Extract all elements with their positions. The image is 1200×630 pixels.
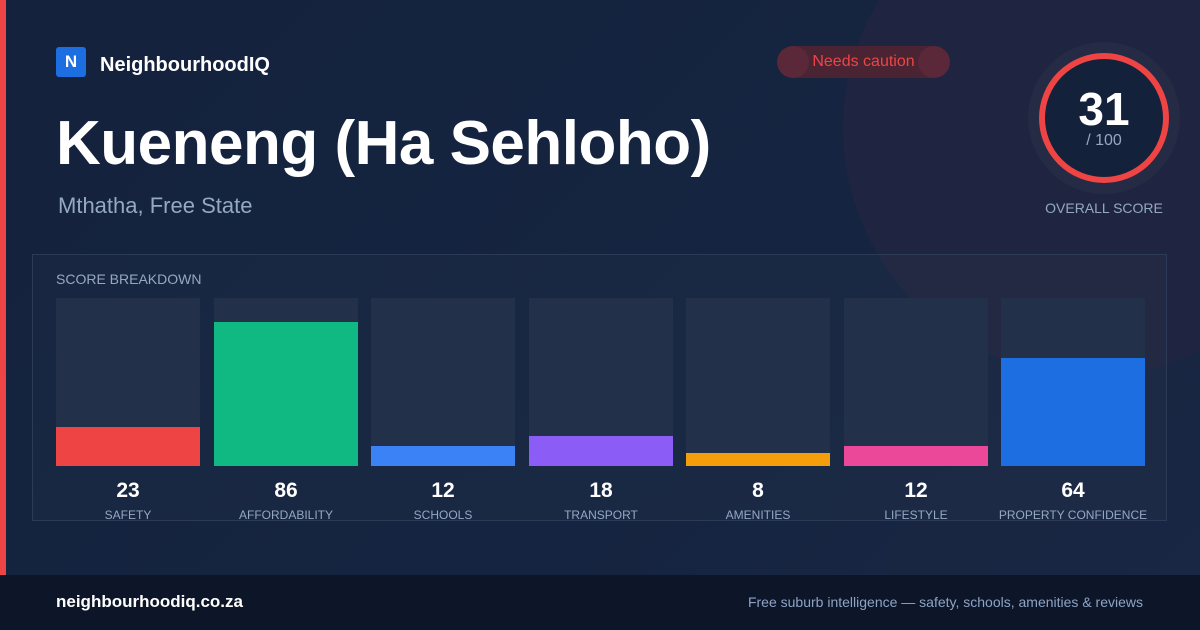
bar-value: 64 (1061, 479, 1085, 502)
bar-fill-property-confidence (1001, 358, 1145, 466)
bar-value: 8 (752, 479, 764, 502)
status-badge-label: Needs caution (812, 53, 915, 70)
bar-track-safety (56, 298, 200, 466)
bar-label: AMENITIES (725, 508, 791, 522)
page-title: Kueneng (Ha Sehloho) (56, 109, 711, 178)
bar-track-property-confidence (1001, 298, 1145, 466)
bar-track-lifestyle (844, 298, 988, 466)
brand-name: NeighbourhoodIQ (100, 54, 270, 76)
bar-value: 86 (274, 479, 298, 502)
bar-track-affordability (214, 298, 358, 466)
score-ring-arc (1039, 53, 1169, 183)
overall-score-max: / 100 (1086, 132, 1122, 149)
bar-track-amenities (686, 298, 830, 466)
score-breakdown-title: SCORE BREAKDOWN (56, 271, 202, 287)
brand-logo-icon: N (56, 46, 86, 77)
bar-track-schools (371, 298, 515, 466)
bar-fill-schools (371, 446, 515, 466)
badge-cap-left (777, 46, 809, 78)
bar-label: SAFETY (104, 508, 152, 522)
bar-label: TRANSPORT (564, 508, 638, 522)
overall-score-label: OVERALL SCORE (1045, 200, 1163, 216)
footer-tagline: Free suburb intelligence — safety, schoo… (747, 594, 1143, 610)
bar-label: PROPERTY CONFIDENCE (998, 508, 1148, 522)
bar-value: 23 (116, 479, 140, 502)
overall-score-ring (1028, 42, 1180, 194)
bar-label: AFFORDABILITY (238, 508, 333, 522)
score-ring-inner (1042, 56, 1166, 180)
bar-track-transport (529, 298, 673, 466)
bar-fill-affordability (214, 322, 358, 466)
bar-fill-safety (56, 427, 200, 466)
bar-value: 12 (904, 479, 928, 502)
bar-fill-amenities (686, 453, 830, 466)
bar-label: LIFESTYLE (884, 508, 948, 522)
bar-value: 12 (431, 479, 455, 502)
brand: N NeighbourhoodIQ (56, 46, 270, 77)
bar-fill-transport (529, 436, 673, 466)
bar-fill-lifestyle (844, 446, 988, 466)
footer: neighbourhoodiq.co.za Free suburb intell… (0, 575, 1200, 630)
footer-domain: neighbourhoodiq.co.za (56, 592, 243, 611)
status-badge: Needs caution (777, 46, 950, 78)
score-breakdown-panel (32, 254, 1167, 521)
overall-score-value: 31 (1078, 83, 1130, 135)
bar-label: SCHOOLS (413, 508, 473, 522)
bar-value: 18 (589, 479, 613, 502)
badge-cap-right (918, 46, 950, 78)
page-subtitle: Mthatha, Free State (58, 193, 253, 218)
accent-strip (0, 0, 6, 575)
